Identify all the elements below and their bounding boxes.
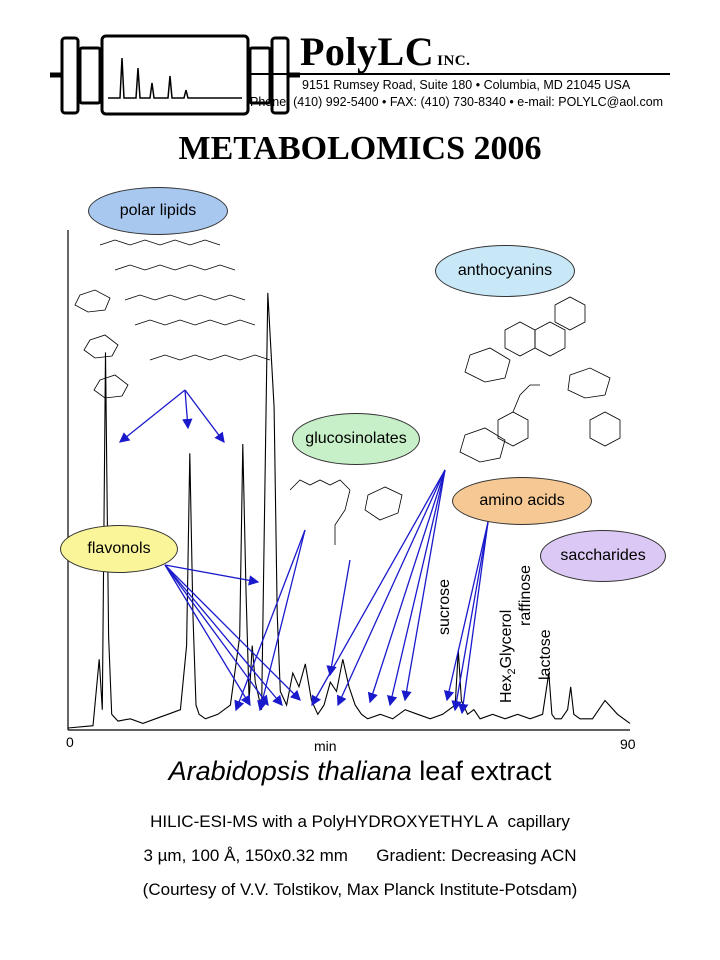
brand-name: PolyLC INC. — [300, 29, 471, 74]
chromatogram-trace — [67, 292, 631, 729]
polylc-logo — [50, 34, 300, 116]
glucosinolates-bubble: glucosinolates — [292, 413, 420, 465]
method-line-1: HILIC-ESI-MS with a PolyHYDROXYETHYL A c… — [150, 812, 570, 831]
method-line-2: 3 µm, 100 Å, 150x0.32 mm Gradient: Decre… — [143, 846, 577, 865]
peak-label-raffinose: raffinose — [517, 564, 534, 626]
x-tick-label-start: 0 — [66, 734, 74, 750]
address-line: 9151 Rumsey Road, Suite 180 • Columbia, … — [302, 78, 631, 92]
amino-acids-bubble: amino acids — [452, 477, 592, 525]
sample-title: Arabidopsis thaliana leaf extract — [168, 756, 552, 786]
saccharides-bubble: saccharides — [540, 530, 666, 582]
annotation-arrows — [118, 389, 489, 715]
header-rule — [250, 73, 670, 75]
peak-label-hex2glycerol: Hex2Glycerol — [498, 609, 519, 703]
x-axis-label: min — [314, 738, 337, 754]
flavonols-bubble: flavonols — [60, 525, 178, 573]
x-tick-label-end: 90 — [620, 736, 636, 752]
lipid-structure-sketch — [74, 239, 271, 399]
brand-suffix: INC. — [437, 53, 471, 69]
peak-label-lactose: lactose — [537, 629, 554, 680]
method-line-3: (Courtesy of V.V. Tolstikov, Max Planck … — [142, 880, 578, 899]
anthocyanin-structure-sketch — [459, 296, 621, 463]
glucosinolate-structure-sketch — [289, 479, 403, 545]
contact-line: Phone: (410) 992-5400 • FAX: (410) 730-8… — [250, 95, 664, 109]
anthocyanins-bubble: anthocyanins — [435, 245, 575, 297]
page-title: METABOLOMICS 2006 — [178, 130, 542, 167]
peak-label-sucrose: sucrose — [436, 578, 453, 635]
polar-lipids-bubble: polar lipids — [88, 187, 228, 235]
